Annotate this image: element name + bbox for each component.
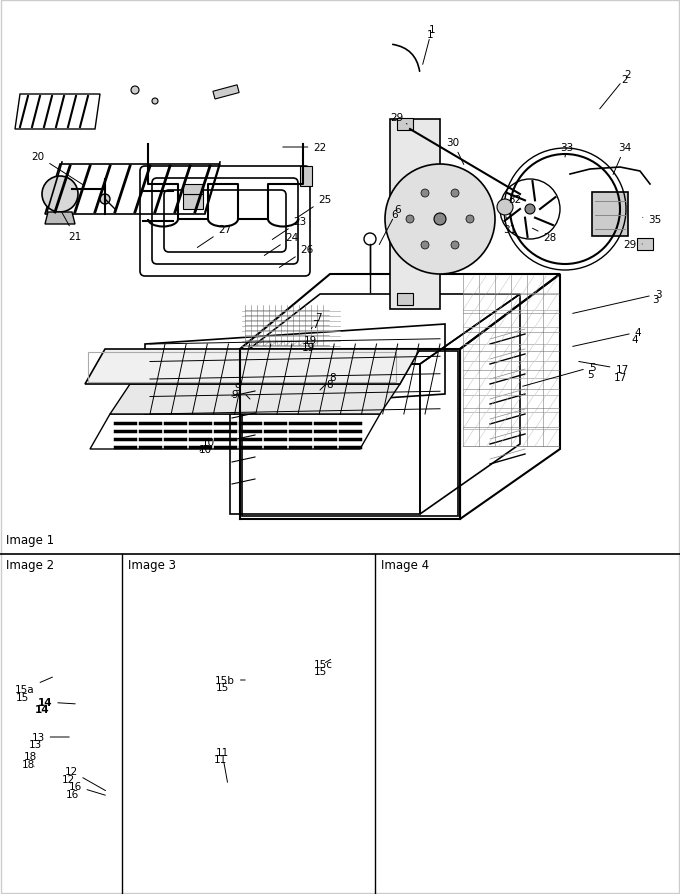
Text: 7: 7 <box>311 313 322 329</box>
Circle shape <box>42 177 78 213</box>
Text: 33: 33 <box>560 143 574 158</box>
Circle shape <box>421 190 429 198</box>
Text: Image 2: Image 2 <box>6 559 54 571</box>
Circle shape <box>131 87 139 95</box>
Circle shape <box>406 215 414 224</box>
Circle shape <box>434 214 446 226</box>
Text: 29: 29 <box>390 113 407 125</box>
Text: 15: 15 <box>16 692 29 702</box>
Circle shape <box>421 241 429 249</box>
Text: 9: 9 <box>235 383 250 400</box>
Text: 11: 11 <box>216 747 228 782</box>
Text: 35: 35 <box>643 215 662 224</box>
Text: 20: 20 <box>31 152 83 185</box>
Text: 5: 5 <box>523 363 595 387</box>
Text: 4: 4 <box>573 327 641 347</box>
Text: 14: 14 <box>37 697 75 707</box>
Circle shape <box>451 241 459 249</box>
Text: 16: 16 <box>69 781 105 796</box>
Text: 27: 27 <box>197 224 232 249</box>
Circle shape <box>525 205 535 215</box>
Circle shape <box>385 164 495 274</box>
Text: 18: 18 <box>23 751 37 766</box>
Text: 1: 1 <box>423 25 435 65</box>
Text: 19: 19 <box>301 342 315 352</box>
Bar <box>397 293 413 306</box>
Circle shape <box>100 195 110 205</box>
Text: 9: 9 <box>232 390 238 400</box>
Polygon shape <box>45 213 75 224</box>
Text: 2: 2 <box>600 70 631 110</box>
Bar <box>592 193 628 237</box>
Text: 13: 13 <box>31 732 69 742</box>
Bar <box>397 119 413 131</box>
Text: 34: 34 <box>613 143 632 175</box>
Text: 17: 17 <box>613 373 627 383</box>
Text: Image 1: Image 1 <box>6 534 54 546</box>
Text: Image 3: Image 3 <box>128 559 176 571</box>
Bar <box>88 352 396 383</box>
Text: 15c: 15c <box>313 659 333 670</box>
Text: 25: 25 <box>297 195 332 218</box>
Text: 17: 17 <box>579 362 628 375</box>
Text: 15b: 15b <box>215 675 245 685</box>
Text: 12: 12 <box>65 766 105 791</box>
Circle shape <box>466 215 474 224</box>
Bar <box>213 86 239 100</box>
Text: 13: 13 <box>29 739 41 749</box>
Text: 3: 3 <box>651 295 658 305</box>
Text: 11: 11 <box>214 755 226 764</box>
Text: 15a: 15a <box>15 678 52 695</box>
Text: 10: 10 <box>200 437 215 451</box>
Bar <box>183 185 203 195</box>
Text: 5: 5 <box>587 369 594 380</box>
Text: 29: 29 <box>624 240 642 249</box>
Bar <box>183 195 203 210</box>
Text: 7: 7 <box>311 320 318 330</box>
Text: Image 4: Image 4 <box>381 559 429 571</box>
Circle shape <box>451 190 459 198</box>
Text: 6: 6 <box>379 205 401 245</box>
Text: 4: 4 <box>632 334 639 344</box>
Circle shape <box>497 199 513 215</box>
Text: 22: 22 <box>283 143 326 153</box>
Polygon shape <box>85 350 420 384</box>
Bar <box>637 239 653 250</box>
Polygon shape <box>390 120 440 309</box>
Text: 32: 32 <box>509 195 522 205</box>
Text: 21: 21 <box>61 212 82 241</box>
Text: 14: 14 <box>35 704 50 714</box>
Text: 19: 19 <box>303 335 317 346</box>
Bar <box>300 167 312 187</box>
Text: 30: 30 <box>447 138 464 165</box>
Text: 2: 2 <box>622 75 628 85</box>
Text: 6: 6 <box>392 210 398 220</box>
Text: 15: 15 <box>313 666 326 676</box>
Text: 12: 12 <box>61 774 75 784</box>
Text: 26: 26 <box>279 245 313 268</box>
Text: 28: 28 <box>532 229 557 243</box>
Circle shape <box>152 99 158 105</box>
Text: 31: 31 <box>503 217 517 235</box>
Polygon shape <box>110 384 400 415</box>
Text: 3: 3 <box>573 290 662 314</box>
Text: 15: 15 <box>216 682 228 692</box>
Text: 18: 18 <box>21 759 35 769</box>
Text: 8: 8 <box>326 380 333 390</box>
Text: 8: 8 <box>320 373 337 391</box>
Text: 10: 10 <box>199 444 211 454</box>
Text: 23: 23 <box>272 216 307 240</box>
Text: 24: 24 <box>265 232 299 257</box>
Text: 16: 16 <box>65 789 79 799</box>
Bar <box>242 351 458 517</box>
Text: 1: 1 <box>426 30 433 40</box>
